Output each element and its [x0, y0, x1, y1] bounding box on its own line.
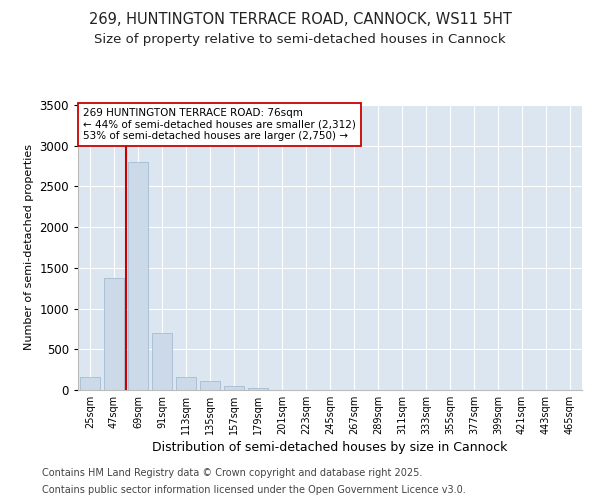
- Bar: [104, 278, 124, 390]
- Bar: [128, 162, 148, 390]
- Text: 269, HUNTINGTON TERRACE ROAD, CANNOCK, WS11 5HT: 269, HUNTINGTON TERRACE ROAD, CANNOCK, W…: [89, 12, 511, 28]
- Bar: [152, 333, 172, 390]
- X-axis label: Distribution of semi-detached houses by size in Cannock: Distribution of semi-detached houses by …: [152, 441, 508, 454]
- Text: Contains HM Land Registry data © Crown copyright and database right 2025.: Contains HM Land Registry data © Crown c…: [42, 468, 422, 477]
- Bar: [176, 377, 196, 390]
- Bar: [200, 381, 220, 390]
- Y-axis label: Number of semi-detached properties: Number of semi-detached properties: [24, 144, 34, 350]
- Text: Contains public sector information licensed under the Open Government Licence v3: Contains public sector information licen…: [42, 485, 466, 495]
- Bar: [80, 378, 100, 390]
- Text: Size of property relative to semi-detached houses in Cannock: Size of property relative to semi-detach…: [94, 32, 506, 46]
- Bar: [224, 386, 244, 390]
- Bar: [248, 388, 268, 390]
- Text: 269 HUNTINGTON TERRACE ROAD: 76sqm
← 44% of semi-detached houses are smaller (2,: 269 HUNTINGTON TERRACE ROAD: 76sqm ← 44%…: [83, 108, 356, 141]
